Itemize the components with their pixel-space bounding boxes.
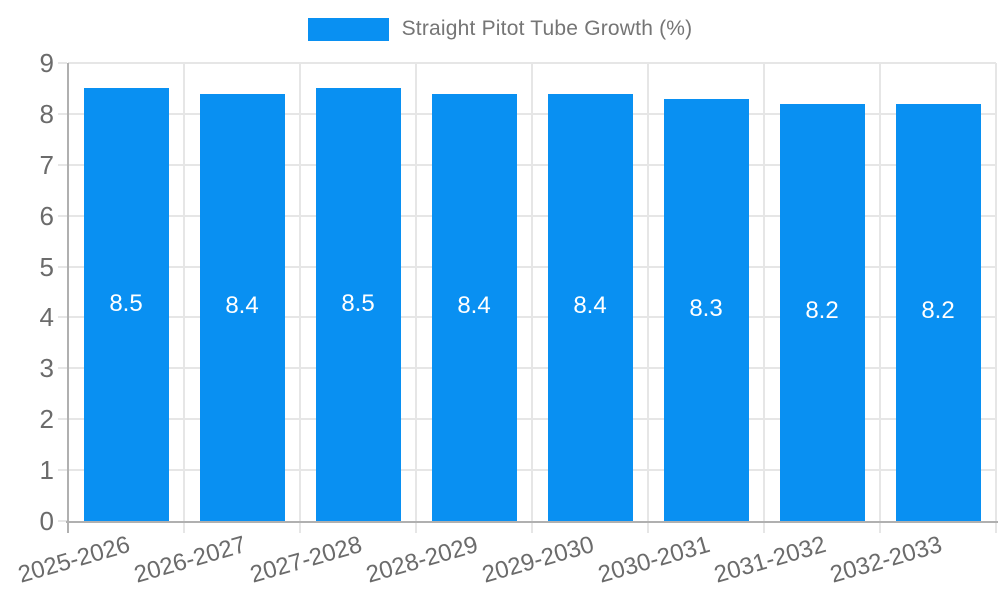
bar[interactable] xyxy=(431,93,517,521)
y-axis-label: 6 xyxy=(39,200,54,231)
y-axis-label: 1 xyxy=(39,455,54,486)
x-axis-line xyxy=(66,521,998,523)
x-gridline xyxy=(879,63,881,521)
legend-label: Straight Pitot Tube Growth (%) xyxy=(401,17,693,40)
x-gridline xyxy=(299,63,301,521)
y-axis-line xyxy=(67,63,69,533)
y-axis-tick xyxy=(58,520,67,522)
y-axis-label: 7 xyxy=(39,149,54,180)
bar[interactable] xyxy=(315,88,401,521)
y-axis-tick xyxy=(58,62,67,64)
x-axis-label: 2025-2026 xyxy=(15,531,134,589)
y-axis-tick xyxy=(58,469,67,472)
bar[interactable] xyxy=(663,98,749,521)
y-axis-label: 9 xyxy=(39,48,54,78)
x-gridline xyxy=(183,63,185,521)
x-axis-tick xyxy=(183,521,185,533)
bar[interactable] xyxy=(779,103,865,521)
x-axis-tick xyxy=(995,521,997,533)
legend-swatch[interactable] xyxy=(307,17,389,41)
bar[interactable] xyxy=(83,88,169,521)
y-axis-tick xyxy=(58,367,67,370)
x-axis-label: 2026-2027 xyxy=(131,531,250,589)
x-gridline xyxy=(415,63,417,521)
y-axis-label: 3 xyxy=(39,353,54,384)
x-axis-tick xyxy=(763,521,765,533)
x-axis-tick xyxy=(647,521,649,533)
x-axis-tick xyxy=(879,521,881,533)
y-axis-label: 8 xyxy=(39,98,54,129)
y-axis-tick xyxy=(58,418,67,421)
x-axis-label: 2028-2029 xyxy=(363,531,482,589)
bar[interactable] xyxy=(547,93,633,521)
x-gridline xyxy=(647,63,649,521)
y-axis-tick xyxy=(58,163,67,166)
x-axis-tick xyxy=(415,521,417,533)
y-axis-label: 4 xyxy=(39,302,54,333)
y-axis-tick xyxy=(58,214,67,217)
y-axis-tick xyxy=(58,265,67,268)
x-axis-label: 2032-2033 xyxy=(827,531,946,589)
bar[interactable] xyxy=(199,93,285,521)
y-axis-label: 5 xyxy=(39,251,54,282)
plot-area: 0 1 2 3 4 5 6 7 8 9 8.5 2025-2026 8.4 2026-2027 8.5 202… xyxy=(15,50,998,589)
x-axis-tick xyxy=(299,521,301,533)
x-gridline xyxy=(995,63,997,521)
x-axis-label: 2027-2028 xyxy=(247,531,366,589)
x-gridline xyxy=(763,63,765,521)
y-axis-label: 0 xyxy=(39,506,54,536)
x-axis-label: 2031-2032 xyxy=(711,531,830,589)
x-axis-label: 2030-2031 xyxy=(595,531,714,589)
y-axis-tick xyxy=(58,316,67,319)
bar[interactable] xyxy=(895,103,981,521)
x-gridline xyxy=(531,63,533,521)
legend[interactable]: Straight Pitot Tube Growth (%) xyxy=(0,17,1000,41)
y-axis-label: 2 xyxy=(39,404,54,435)
x-axis-tick xyxy=(531,521,533,533)
y-axis-tick xyxy=(58,112,67,115)
x-axis-label: 2029-2030 xyxy=(479,531,598,589)
